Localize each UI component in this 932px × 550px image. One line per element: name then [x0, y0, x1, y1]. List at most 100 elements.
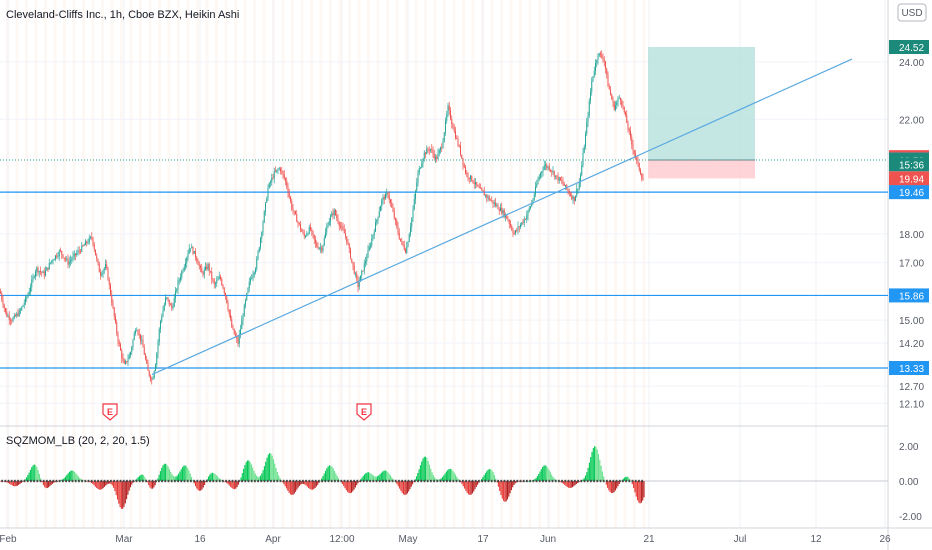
squeeze-dot [212, 479, 215, 483]
earnings-marker[interactable]: E [356, 403, 372, 421]
momentum-bar [495, 478, 497, 481]
momentum-bar [352, 481, 354, 492]
candle-body [488, 196, 490, 200]
momentum-bar [435, 478, 437, 481]
momentum-bar [419, 465, 421, 481]
candle-body [255, 268, 256, 273]
momentum-bar [631, 481, 633, 485]
squeeze-dot [14, 479, 16, 483]
squeeze-dot [302, 479, 304, 483]
candle-body [85, 241, 86, 246]
candle-body [261, 232, 263, 239]
candle-body [36, 267, 38, 272]
momentum-bar [539, 471, 541, 481]
currency-button[interactable]: USD [897, 3, 927, 22]
candle-body [56, 255, 58, 257]
momentum-bar [258, 476, 260, 481]
momentum-bar [154, 481, 156, 486]
earnings-marker[interactable]: E [102, 403, 118, 421]
candle-body [21, 306, 23, 310]
squeeze-dot [151, 479, 154, 483]
momentum-bar [460, 481, 462, 483]
momentum-bar [116, 481, 119, 500]
candle-body [41, 271, 43, 273]
momentum-bar [133, 481, 135, 482]
candle-body [602, 57, 604, 61]
momentum-bar [493, 475, 496, 481]
candle-body [408, 234, 410, 242]
squeeze-dot [164, 479, 167, 483]
momentum-bar [6, 481, 8, 483]
price-axis[interactable]: 24.00 22.00 18.00 17.00 15.00 14.20 12.70 12.10… [899, 58, 924, 523]
momentum-bar [3, 481, 5, 482]
momentum-bar [568, 481, 570, 488]
momentum-bar [542, 466, 544, 481]
session-stripe [129, 0, 133, 528]
candle-body [297, 222, 299, 223]
squeeze-dot [526, 479, 528, 483]
candle-body [131, 347, 133, 353]
session-stripe [462, 0, 465, 528]
momentum-bar [548, 469, 550, 481]
momentum-bar [75, 473, 77, 481]
momentum-bar [349, 481, 351, 494]
momentum-bar [467, 481, 470, 495]
candle-body [371, 238, 373, 246]
momentum-bar [353, 481, 355, 490]
candle-body [270, 182, 271, 183]
price-badge-background [889, 40, 929, 54]
candle-body [485, 194, 486, 196]
squeeze-dot [231, 479, 234, 483]
momentum-bar [449, 468, 451, 481]
long-position-tool[interactable] [0, 47, 888, 179]
time-axis[interactable]: Feb Mar 16 Apr 12:00 May 17 Jun 21 Jul 12 26 [0, 527, 932, 545]
candle-body [102, 270, 104, 275]
momentum-bar [38, 474, 41, 481]
candle-body [338, 222, 340, 227]
momentum-bar [102, 481, 104, 489]
candle-body [127, 359, 129, 363]
candle-body [182, 270, 184, 272]
momentum-bar [114, 481, 116, 492]
trendline[interactable] [151, 58, 853, 376]
candle-body [576, 188, 578, 196]
momentum-bar [362, 475, 364, 481]
candle-body [427, 148, 429, 150]
momentum-bar [604, 480, 606, 482]
candle-body [316, 243, 318, 247]
candle-body [506, 215, 508, 219]
momentum-bar [201, 481, 203, 490]
squeeze-dot [129, 479, 131, 483]
squeeze-dot [30, 479, 32, 483]
session-stripe [338, 0, 342, 528]
momentum-bar [406, 481, 408, 494]
momentum-bar [337, 478, 340, 481]
candle-body [536, 183, 538, 187]
candle-body [556, 175, 558, 177]
candle-body [75, 253, 76, 255]
momentum-bar [335, 473, 337, 481]
candle-body [617, 98, 619, 103]
momentum-bar [597, 454, 600, 481]
momentum-bar [399, 481, 401, 489]
candle-body [431, 149, 433, 150]
momentum-bar [10, 481, 12, 485]
squeeze-dot [17, 479, 19, 483]
momentum-bar [621, 480, 623, 481]
momentum-bar [174, 476, 176, 481]
candle-body [336, 214, 338, 219]
momentum-bar [397, 481, 399, 487]
session-stripe [158, 0, 161, 528]
squeeze-dot [10, 479, 13, 483]
momentum-bar [595, 446, 597, 481]
momentum-bar [408, 481, 410, 492]
squeeze-dot [260, 479, 263, 483]
candle-body [196, 257, 198, 262]
candle-body [188, 248, 190, 254]
squeeze-dot [52, 479, 55, 483]
candle-body [183, 266, 185, 271]
price-badge-background [889, 171, 929, 186]
candle-body [640, 170, 641, 175]
